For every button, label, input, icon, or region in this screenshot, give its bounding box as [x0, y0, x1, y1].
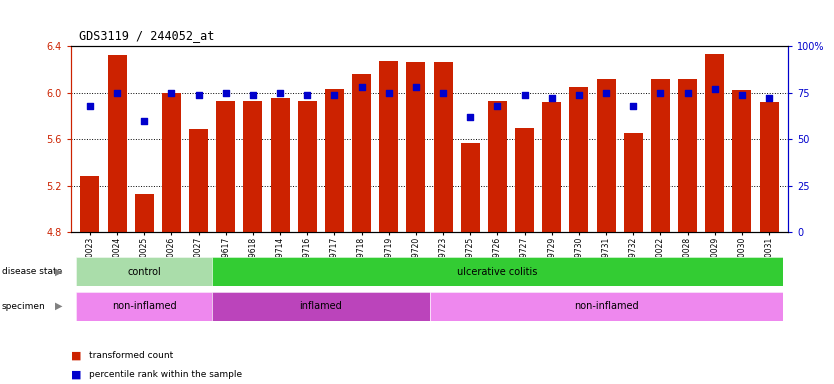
Point — [626, 103, 640, 109]
Bar — [732, 90, 751, 232]
Text: ▶: ▶ — [55, 266, 63, 277]
Point — [654, 89, 667, 96]
Point — [83, 103, 97, 109]
Bar — [162, 93, 181, 232]
Point — [518, 91, 531, 98]
Point — [545, 95, 559, 101]
Bar — [570, 87, 589, 232]
Bar — [352, 74, 371, 232]
Text: disease state: disease state — [2, 267, 62, 276]
Text: ▶: ▶ — [55, 301, 63, 311]
Bar — [244, 101, 263, 232]
Point — [219, 89, 233, 96]
Bar — [108, 55, 127, 232]
Text: control: control — [128, 266, 161, 277]
Point — [382, 89, 395, 96]
Text: transformed count: transformed count — [89, 351, 173, 360]
Point — [681, 89, 694, 96]
Bar — [270, 98, 289, 232]
Point — [708, 86, 721, 92]
Point — [600, 89, 613, 96]
Point — [300, 91, 314, 98]
Bar — [80, 176, 99, 232]
Bar — [135, 194, 153, 232]
Bar — [379, 61, 399, 232]
Bar — [406, 62, 425, 232]
Bar — [678, 79, 697, 232]
Point — [436, 89, 450, 96]
Bar — [542, 102, 561, 232]
Bar — [596, 79, 615, 232]
Point — [328, 91, 341, 98]
Point — [165, 89, 178, 96]
Text: percentile rank within the sample: percentile rank within the sample — [89, 370, 243, 379]
Text: non-inflamed: non-inflamed — [112, 301, 177, 311]
Bar — [298, 101, 317, 232]
Text: non-inflamed: non-inflamed — [574, 301, 638, 311]
Point — [246, 91, 259, 98]
Point — [192, 91, 205, 98]
Point — [355, 84, 369, 90]
Point — [572, 91, 585, 98]
Point — [138, 118, 151, 124]
Text: inflamed: inflamed — [299, 301, 342, 311]
Bar — [760, 102, 779, 232]
Bar — [216, 101, 235, 232]
Text: specimen: specimen — [2, 302, 45, 311]
Text: ■: ■ — [71, 350, 82, 360]
Point — [762, 95, 776, 101]
Bar — [624, 133, 643, 232]
Text: GDS3119 / 244052_at: GDS3119 / 244052_at — [79, 29, 214, 42]
Bar — [488, 101, 507, 232]
Point — [736, 91, 749, 98]
Point — [274, 89, 287, 96]
Bar — [460, 143, 480, 232]
Bar — [325, 89, 344, 232]
Bar — [706, 54, 724, 232]
Bar — [515, 127, 534, 232]
Point — [110, 89, 123, 96]
Text: ■: ■ — [71, 369, 82, 379]
Point — [490, 103, 504, 109]
Bar — [651, 79, 670, 232]
Text: ulcerative colitis: ulcerative colitis — [457, 266, 538, 277]
Bar — [189, 129, 208, 232]
Point — [409, 84, 423, 90]
Bar — [434, 62, 453, 232]
Point — [464, 114, 477, 120]
